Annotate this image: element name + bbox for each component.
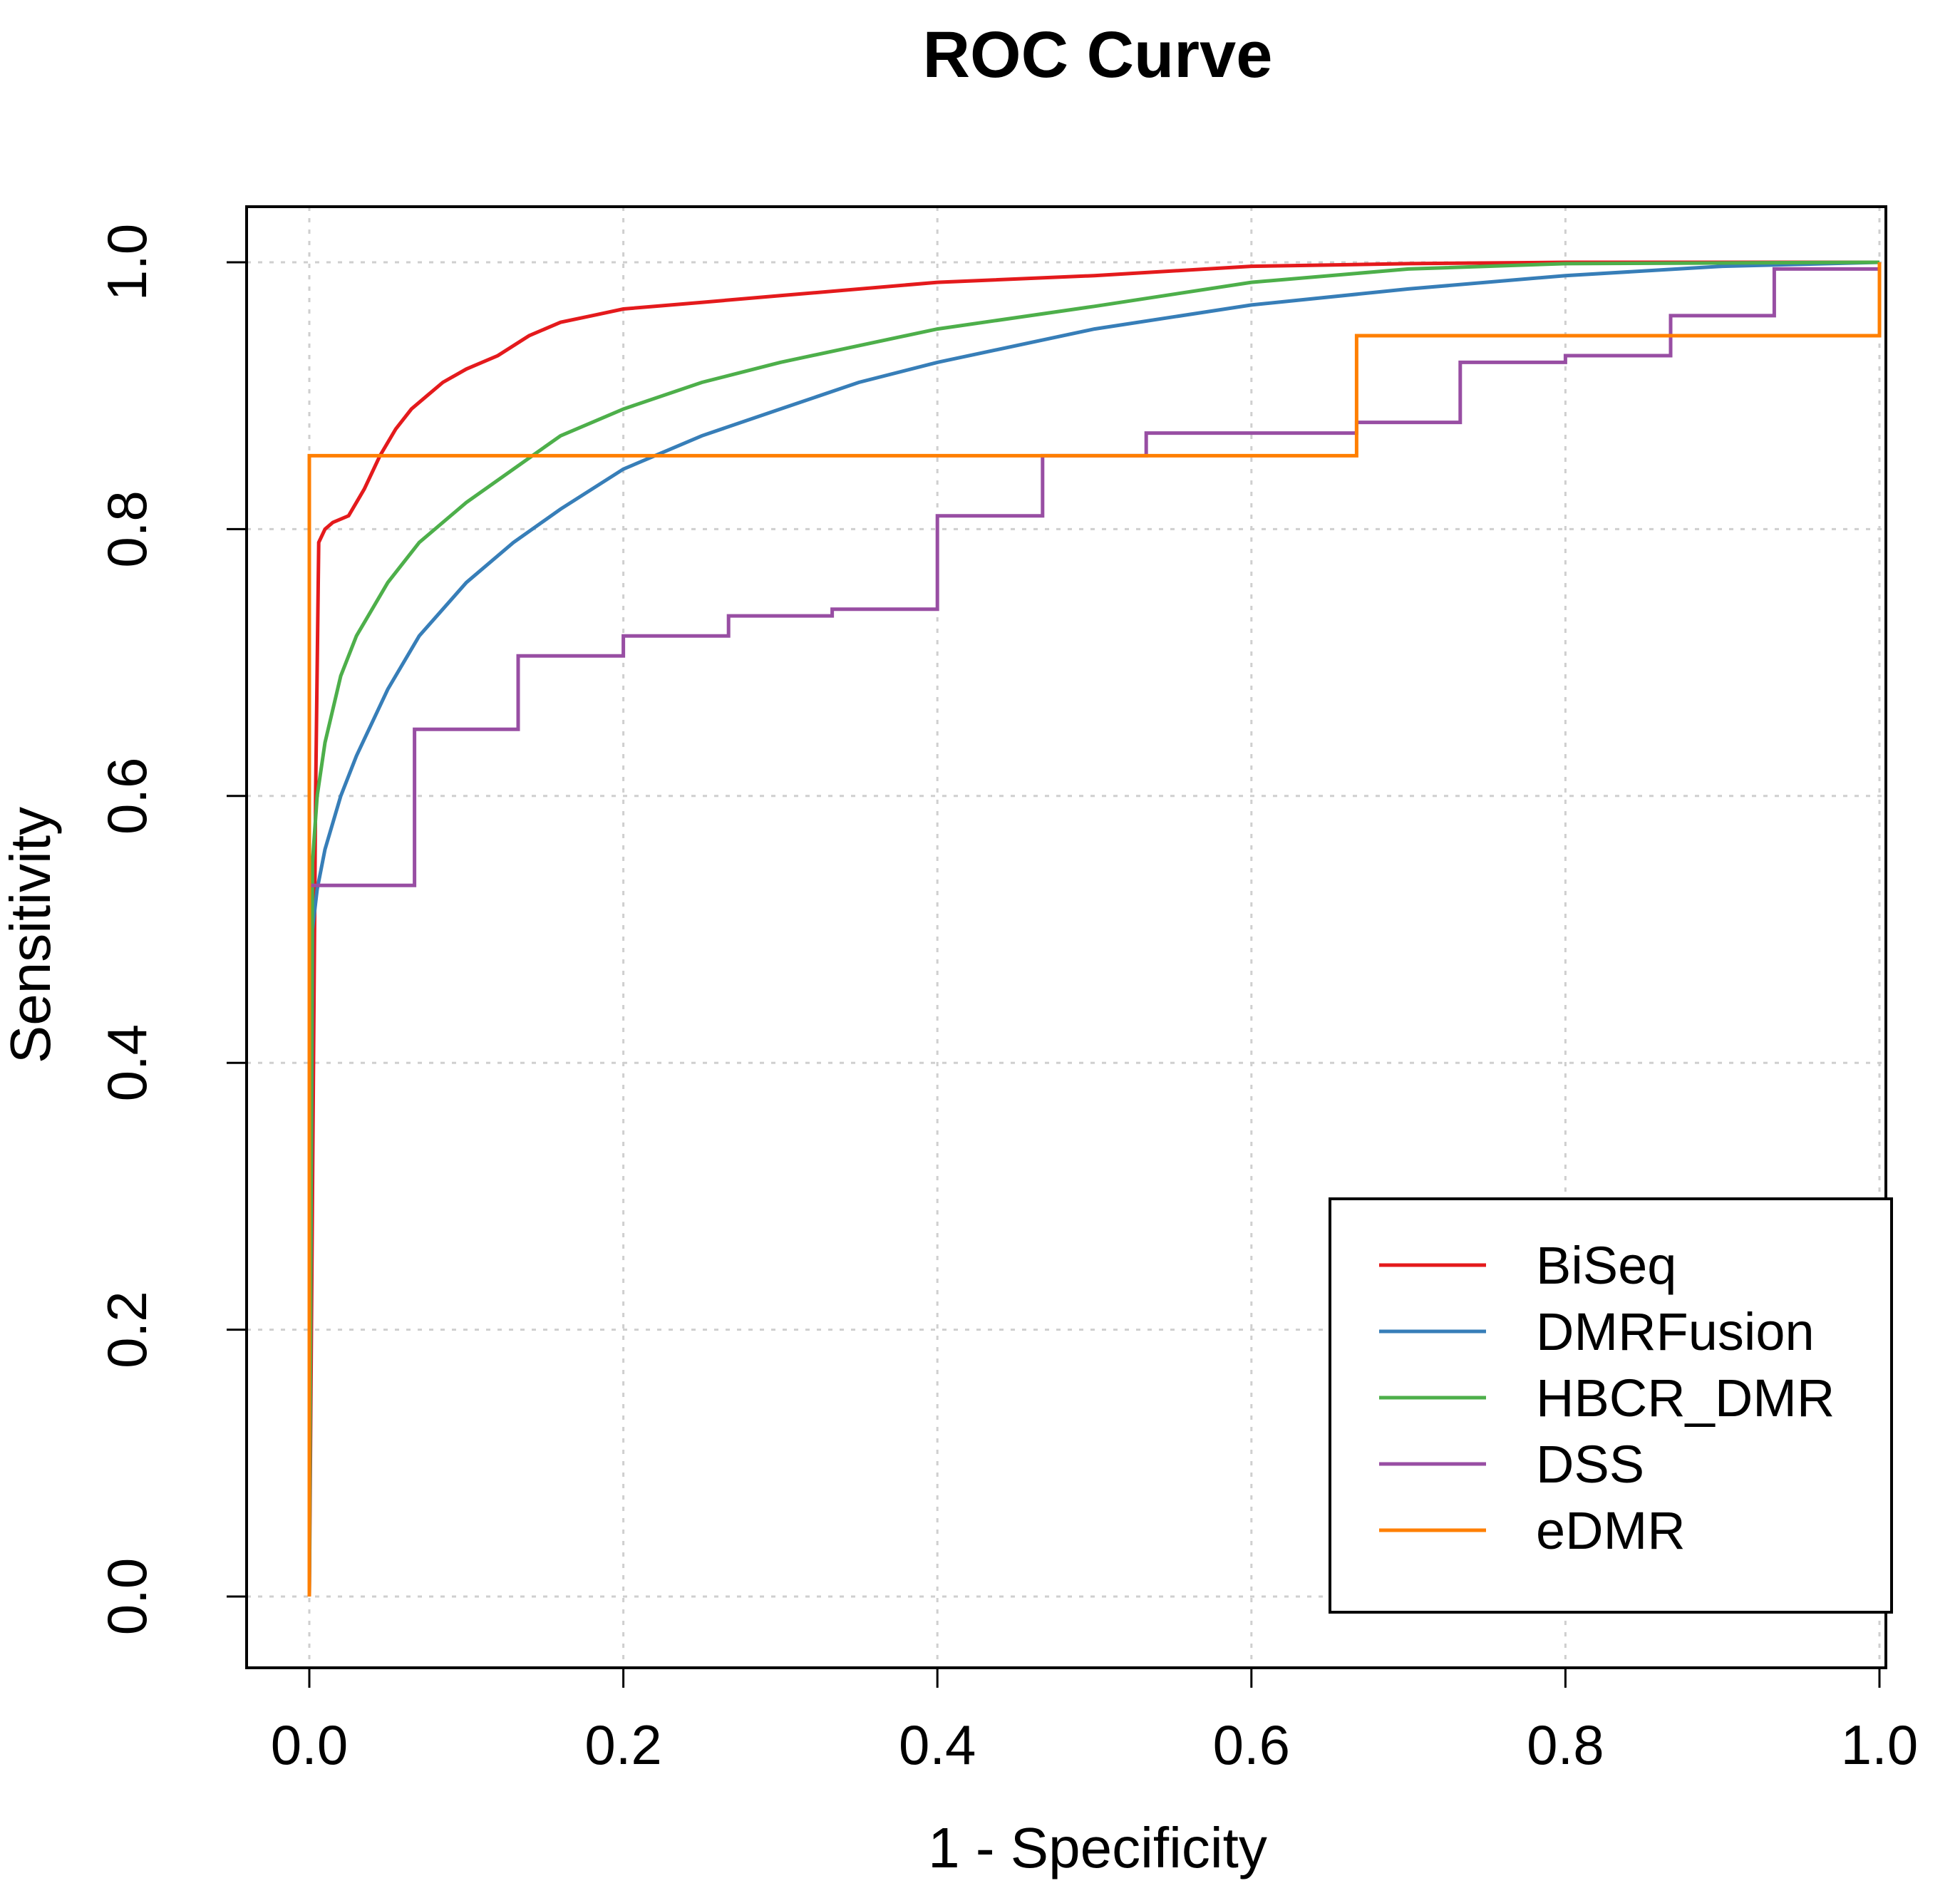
series-line-biseq — [307, 260, 1879, 1597]
x-tick-label: 0.8 — [1527, 1713, 1604, 1776]
legend: BiSeq DMRFusion HBCR_DMR DSS eDMR — [1329, 1197, 1893, 1614]
y-tick-label: 0.8 — [96, 490, 158, 567]
y-tick-label: 0.0 — [96, 1558, 158, 1635]
series-line-dss — [307, 262, 1882, 1597]
y-tick-label: 0.4 — [96, 1024, 158, 1101]
legend-label-dss: DSS — [1536, 1435, 1644, 1494]
x-axis-label: 1 - Specificity — [928, 1816, 1267, 1879]
x-axis: 0.0 0.2 0.4 0.6 0.8 1.0 — [271, 1666, 1918, 1776]
series-line-hbcr-dmr — [307, 260, 1880, 1597]
chart-title: ROC Curve — [923, 19, 1273, 91]
legend-label-edmr: eDMR — [1536, 1501, 1686, 1560]
y-tick-label: 1.0 — [96, 224, 158, 301]
x-tick-label: 0.0 — [271, 1713, 348, 1776]
series-line-edmr — [307, 262, 1882, 1597]
y-axis: 0.0 0.2 0.4 0.6 0.8 1.0 — [96, 224, 248, 1635]
y-tick-label: 0.6 — [96, 758, 158, 835]
series-line-dmrfusion — [307, 260, 1880, 1597]
y-axis-label: Sensitivity — [0, 807, 62, 1063]
x-tick-label: 0.2 — [584, 1713, 661, 1776]
legend-label-dmrfusion: DMRFusion — [1536, 1302, 1815, 1361]
x-tick-label: 0.6 — [1213, 1713, 1290, 1776]
x-tick-label: 1.0 — [1841, 1713, 1918, 1776]
y-tick-label: 0.2 — [96, 1291, 158, 1368]
x-tick-label: 0.4 — [899, 1713, 976, 1776]
legend-label-biseq: BiSeq — [1536, 1236, 1676, 1295]
series-lines — [307, 260, 1882, 1597]
legend-label-hbcr-dmr: HBCR_DMR — [1536, 1368, 1835, 1428]
legend-box — [1329, 1197, 1893, 1614]
